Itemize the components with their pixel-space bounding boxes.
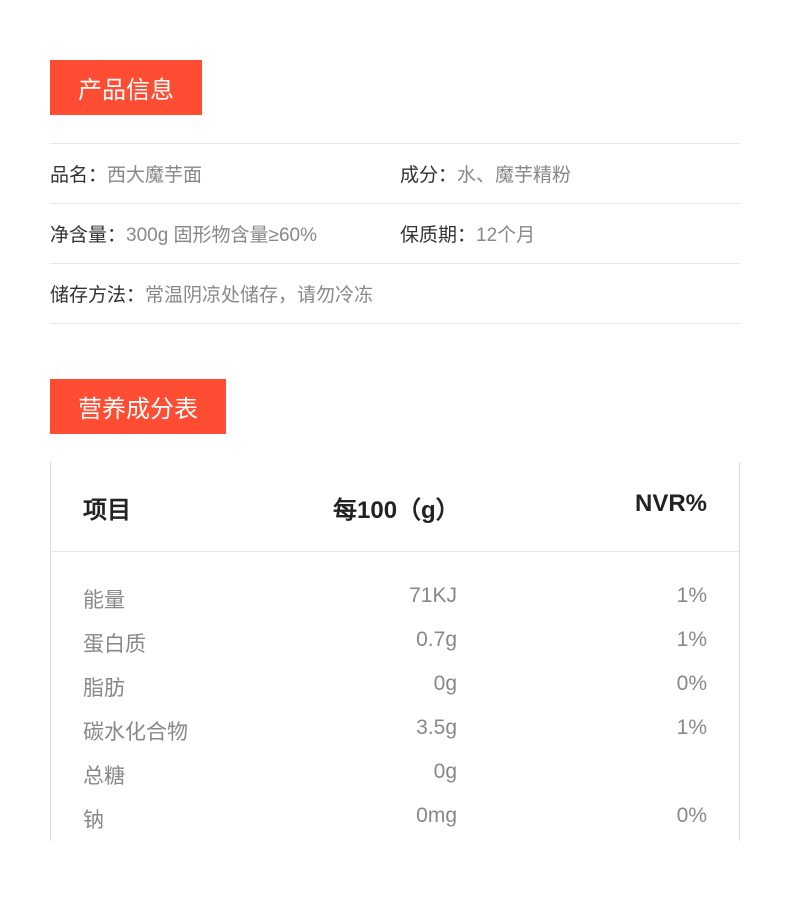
cell-item: 蛋白质 bbox=[83, 628, 283, 658]
cell-nvr: 0% bbox=[577, 804, 707, 834]
info-pair: 品名： 西大魔芋面 bbox=[50, 160, 400, 187]
info-pair: 储存方法： 常温阴凉处储存，请勿冷冻 bbox=[50, 280, 373, 307]
col-header-nvr: NVR% bbox=[577, 490, 707, 525]
col-header-per100: 每100（g） bbox=[283, 490, 577, 525]
nutrition-section: 营养成分表 项目 每100（g） NVR% 能量 71KJ 1% 蛋白质 0.7… bbox=[50, 379, 740, 841]
cell-item: 脂肪 bbox=[83, 672, 283, 702]
cell-per100: 3.5g bbox=[283, 716, 577, 746]
info-label: 净含量： bbox=[50, 220, 126, 247]
cell-item: 钠 bbox=[83, 804, 283, 834]
nutrition-table: 项目 每100（g） NVR% 能量 71KJ 1% 蛋白质 0.7g 1% 脂… bbox=[50, 462, 740, 841]
table-row: 碳水化合物 3.5g 1% bbox=[51, 709, 739, 753]
info-value: 西大魔芋面 bbox=[107, 160, 202, 187]
info-row: 品名： 西大魔芋面 成分： 水、魔芋精粉 bbox=[50, 144, 740, 204]
info-pair: 保质期： 12个月 bbox=[400, 220, 740, 247]
cell-item: 碳水化合物 bbox=[83, 716, 283, 746]
info-value: 300g 固形物含量≥60% bbox=[126, 220, 317, 247]
info-value: 12个月 bbox=[476, 220, 535, 247]
table-row: 总糖 0g bbox=[51, 753, 739, 797]
info-label: 储存方法： bbox=[50, 280, 145, 307]
info-value: 水、魔芋精粉 bbox=[457, 160, 571, 187]
info-row: 净含量： 300g 固形物含量≥60% 保质期： 12个月 bbox=[50, 204, 740, 264]
table-row: 蛋白质 0.7g 1% bbox=[51, 621, 739, 665]
cell-nvr: 1% bbox=[577, 628, 707, 658]
info-pair: 净含量： 300g 固形物含量≥60% bbox=[50, 220, 400, 247]
cell-per100: 0.7g bbox=[283, 628, 577, 658]
cell-nvr: 1% bbox=[577, 716, 707, 746]
table-row: 能量 71KJ 1% bbox=[51, 552, 739, 621]
cell-per100: 0mg bbox=[283, 804, 577, 834]
cell-nvr bbox=[577, 760, 707, 790]
nutrition-header: 营养成分表 bbox=[50, 379, 226, 434]
product-info-section: 产品信息 品名： 西大魔芋面 成分： 水、魔芋精粉 净含量： 300g 固形物含… bbox=[50, 60, 740, 324]
cell-nvr: 0% bbox=[577, 672, 707, 702]
info-row: 储存方法： 常温阴凉处储存，请勿冷冻 bbox=[50, 264, 740, 324]
cell-per100: 71KJ bbox=[283, 584, 577, 614]
info-pair: 成分： 水、魔芋精粉 bbox=[400, 160, 740, 187]
table-row: 钠 0mg 0% bbox=[51, 797, 739, 841]
cell-item: 总糖 bbox=[83, 760, 283, 790]
cell-nvr: 1% bbox=[577, 584, 707, 614]
table-row: 脂肪 0g 0% bbox=[51, 665, 739, 709]
cell-item: 能量 bbox=[83, 584, 283, 614]
info-label: 品名： bbox=[50, 160, 107, 187]
info-label: 保质期： bbox=[400, 220, 476, 247]
info-value: 常温阴凉处储存，请勿冷冻 bbox=[145, 280, 373, 307]
info-label: 成分： bbox=[400, 160, 457, 187]
cell-per100: 0g bbox=[283, 672, 577, 702]
cell-per100: 0g bbox=[283, 760, 577, 790]
table-header-row: 项目 每100（g） NVR% bbox=[51, 462, 739, 552]
product-info-header: 产品信息 bbox=[50, 60, 202, 115]
col-header-item: 项目 bbox=[83, 490, 283, 525]
